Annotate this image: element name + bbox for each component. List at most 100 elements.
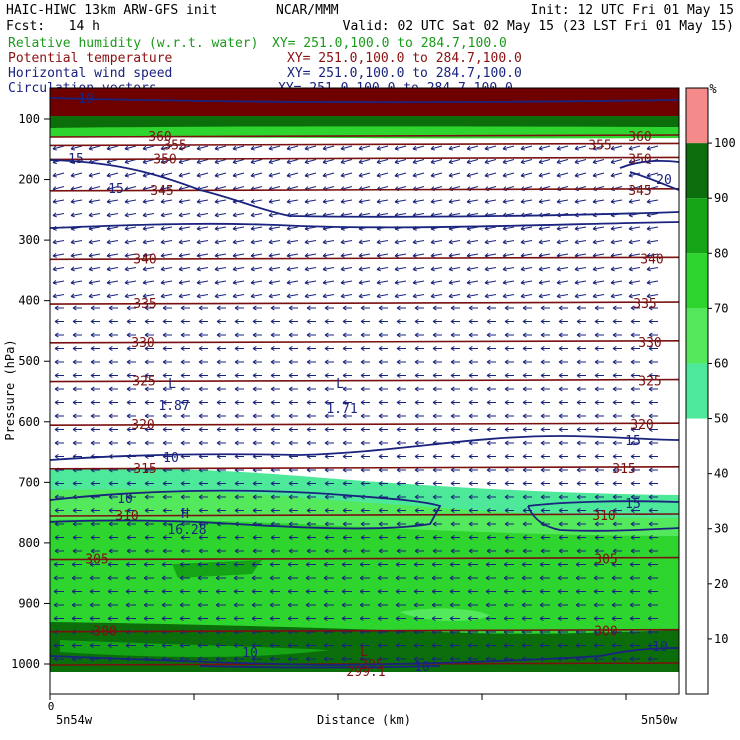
- wind-vector: [342, 426, 352, 433]
- wind-vector: [106, 239, 119, 245]
- wind-vector: [450, 305, 460, 311]
- wind-vector: [486, 521, 496, 527]
- wind-vector: [270, 480, 280, 487]
- wind-vector: [612, 318, 622, 325]
- wind-vector: [198, 372, 208, 379]
- wind-vector: [594, 440, 604, 446]
- wind-vector: [576, 318, 586, 325]
- wind-vector: [72, 372, 82, 379]
- wind-vector: [648, 318, 658, 325]
- wind-vector: [234, 413, 244, 419]
- wind-vector: [323, 615, 334, 622]
- theta-contour-line: [50, 256, 679, 261]
- wind-vector: [286, 239, 299, 245]
- wind-vector: [250, 145, 263, 151]
- wind-vector: [360, 440, 370, 446]
- wind-vector: [538, 145, 551, 151]
- wind-vector: [504, 359, 514, 365]
- wind-vector: [322, 253, 335, 258]
- wind-vector: [448, 199, 461, 204]
- wind-vector: [180, 534, 190, 541]
- wind-vector: [250, 266, 263, 272]
- wind-vector: [198, 534, 208, 541]
- wind-vector: [648, 507, 658, 514]
- wind-vector: [610, 280, 623, 285]
- theta-contour-line: [50, 422, 679, 426]
- wind-vector: [520, 226, 533, 231]
- wind-vector: [358, 199, 371, 204]
- wind-vector: [486, 494, 496, 500]
- wind-vector: [304, 172, 317, 178]
- wind-vector: [106, 172, 119, 178]
- wind-vector: [358, 145, 371, 151]
- wind-vector: [144, 332, 154, 338]
- wind-vector: [54, 453, 64, 460]
- wind-vector: [611, 656, 622, 662]
- wind-vector: [612, 332, 622, 338]
- wind-vector: [71, 615, 82, 622]
- theta-contour-line: [50, 513, 679, 517]
- wind-vector: [216, 345, 226, 352]
- wind-vector: [394, 280, 407, 285]
- wind-vector: [449, 588, 460, 595]
- wind-vector: [396, 521, 406, 527]
- wind-vector: [71, 575, 82, 581]
- wind-vector: [630, 426, 640, 433]
- wind-vector: [360, 453, 370, 460]
- wind-vector: [340, 145, 353, 151]
- wind-vector: [378, 413, 388, 419]
- wind-vector: [593, 656, 604, 662]
- wind-vector: [540, 534, 550, 541]
- wind-vector: [142, 239, 155, 245]
- wind-vector: [287, 642, 298, 649]
- wind-vector: [648, 372, 658, 379]
- wind-contour-label: 10: [414, 660, 430, 675]
- wind-vector: [430, 145, 443, 151]
- wind-vector: [576, 426, 586, 433]
- wind-vector: [593, 575, 604, 581]
- wind-vector: [125, 575, 136, 581]
- wind-vector: [88, 199, 101, 204]
- wind-vector: [288, 413, 298, 419]
- wind-vector: [324, 332, 334, 338]
- wind-vector: [521, 615, 532, 622]
- wind-vector: [648, 426, 658, 433]
- wind-vector: [269, 602, 280, 608]
- wind-vector: [557, 642, 568, 649]
- wind-vector: [558, 413, 568, 419]
- wind-vector: [450, 507, 460, 514]
- wind-vector: [107, 602, 118, 608]
- wind-vector: [250, 172, 263, 178]
- wind-vector: [630, 345, 640, 352]
- wind-vector: [161, 588, 172, 595]
- wind-vector: [414, 548, 424, 554]
- wind-vector: [504, 318, 514, 325]
- wind-vector: [124, 199, 137, 204]
- wind-vector: [593, 642, 604, 649]
- theta-contour-line: [50, 340, 679, 344]
- wind-vector: [648, 521, 658, 527]
- wind-vector: [611, 642, 622, 649]
- wind-vector: [286, 253, 299, 258]
- wind-vector: [503, 588, 514, 595]
- wind-vector: [106, 145, 119, 151]
- wind-vector: [413, 561, 424, 568]
- wind-vector: [630, 440, 640, 446]
- wind-vector: [162, 507, 172, 514]
- wind-vector: [466, 266, 479, 272]
- wind-vector: [394, 199, 407, 204]
- wind-vector: [612, 467, 622, 473]
- wind-vector: [467, 575, 478, 581]
- theta-contour-label: 330: [638, 336, 661, 351]
- wind-vector: [162, 548, 172, 554]
- y-tick-label: 600: [18, 415, 40, 429]
- wind-vector: [143, 561, 154, 568]
- wind-vector: [54, 413, 64, 419]
- wind-vector: [234, 318, 244, 325]
- wind-vector: [304, 253, 317, 258]
- wind-vector: [486, 372, 496, 379]
- wind-vector: [594, 399, 604, 406]
- wind-vector: [377, 615, 388, 622]
- wind-vector: [70, 199, 83, 204]
- wind-vector: [414, 453, 424, 460]
